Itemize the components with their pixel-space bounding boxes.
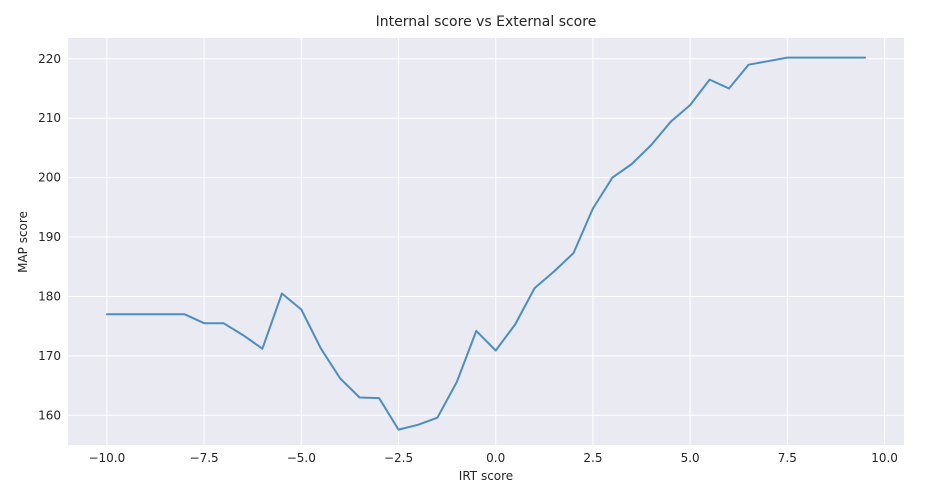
y-tick-label: 190 xyxy=(38,230,61,244)
y-tick-label: 180 xyxy=(38,289,61,303)
x-tick-label: −5.0 xyxy=(287,451,316,465)
y-tick-label: 160 xyxy=(38,408,61,422)
series-line xyxy=(105,56,867,431)
x-tick-label: 2.5 xyxy=(583,451,602,465)
y-tick-label: 210 xyxy=(38,111,61,125)
y-tick-label: 220 xyxy=(38,52,61,66)
x-tick-label: 0.0 xyxy=(486,451,505,465)
x-tick-label: 10.0 xyxy=(871,451,898,465)
grid xyxy=(68,38,904,445)
tick-labels: −10.0 −7.5 −5.0 −2.5 0.0 2.5 5.0 7.5 10.0 160 170 1… xyxy=(38,52,898,465)
y-tick-label: 200 xyxy=(38,171,61,185)
chart-title: Internal score vs External score xyxy=(376,14,597,30)
x-tick-label: 5.0 xyxy=(681,451,700,465)
plot-area-background xyxy=(68,38,904,445)
x-tick-label: −2.5 xyxy=(384,451,413,465)
x-tick-label: 7.5 xyxy=(778,451,797,465)
x-axis-label: IRT score xyxy=(459,469,513,483)
series-layer xyxy=(105,56,867,431)
x-tick-label: −10.0 xyxy=(88,451,125,465)
x-tick-label: −7.5 xyxy=(190,451,219,465)
y-tick-label: 170 xyxy=(38,349,61,363)
y-axis-label: MAP score xyxy=(16,211,30,273)
